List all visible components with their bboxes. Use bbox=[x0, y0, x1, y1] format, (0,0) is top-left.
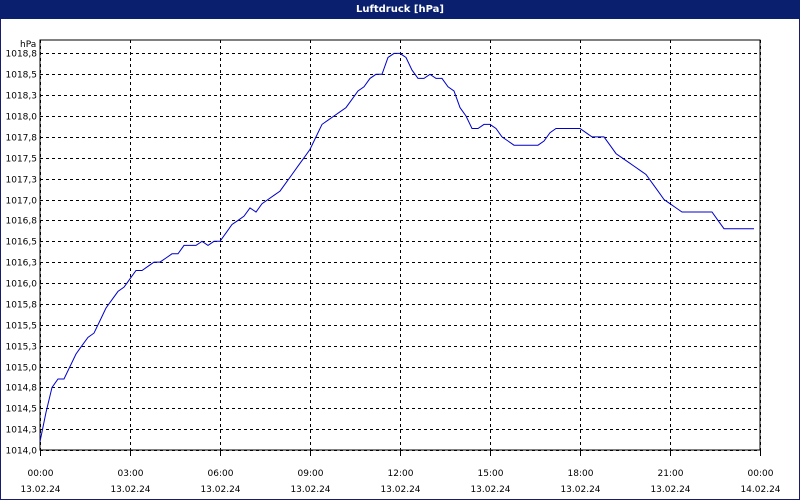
x-tick-date: 13.02.24 bbox=[470, 485, 510, 495]
y-tick-label: 1014,5 bbox=[6, 405, 38, 415]
y-tick-label: 1017,3 bbox=[6, 176, 38, 186]
y-tick-label: 1017,0 bbox=[6, 197, 38, 207]
y-tick-label: 1016,3 bbox=[6, 259, 38, 269]
y-tick-label: 1015,0 bbox=[6, 364, 38, 374]
x-tick-time: 00:00 bbox=[28, 469, 54, 479]
y-tick-label: 1017,8 bbox=[6, 134, 38, 144]
x-tick-date: 13.02.24 bbox=[200, 485, 240, 495]
y-tick-label: 1016,8 bbox=[6, 217, 38, 227]
x-tick-date: 13.02.24 bbox=[290, 485, 330, 495]
x-tick-date: 13.02.24 bbox=[560, 485, 600, 495]
y-tick-label: 1014,8 bbox=[6, 384, 38, 394]
x-tick-time: 09:00 bbox=[298, 469, 324, 479]
x-tick-date: 13.02.24 bbox=[650, 485, 690, 495]
y-tick-label: 1015,8 bbox=[6, 301, 38, 311]
y-tick-label: 1018,8 bbox=[6, 50, 38, 60]
series-line bbox=[39, 52, 754, 442]
y-tick-label: 1017,5 bbox=[6, 155, 38, 165]
x-tick-time: 06:00 bbox=[208, 469, 234, 479]
y-tick-label: 1016,0 bbox=[6, 280, 38, 290]
y-tick-label: 1015,3 bbox=[6, 343, 38, 353]
x-tick-time: 15:00 bbox=[478, 469, 504, 479]
y-tick-label: 1018,3 bbox=[6, 92, 38, 102]
y-axis-label: hPa bbox=[20, 40, 36, 50]
x-tick-date: 13.02.24 bbox=[20, 485, 60, 495]
x-tick-date: 14.02.24 bbox=[740, 485, 780, 495]
x-tick-date: 13.02.24 bbox=[110, 485, 150, 495]
y-tick-label: 1016,5 bbox=[6, 238, 38, 248]
y-tick-label: 1014,0 bbox=[6, 447, 38, 457]
y-tick-label: 1014,3 bbox=[6, 426, 38, 436]
y-tick-label: 1018,0 bbox=[6, 113, 38, 123]
y-tick-label: 1015,5 bbox=[6, 322, 38, 332]
x-tick-date: 13.02.24 bbox=[380, 485, 420, 495]
x-tick-time: 12:00 bbox=[388, 469, 414, 479]
x-tick-time: 03:00 bbox=[118, 469, 144, 479]
x-tick-time: 00:00 bbox=[748, 469, 774, 479]
chart-title: Luftdruck [hPa] bbox=[0, 0, 800, 19]
x-tick-time: 18:00 bbox=[568, 469, 594, 479]
x-tick-time: 21:00 bbox=[658, 469, 684, 479]
y-tick-label: 1018,5 bbox=[6, 71, 38, 81]
